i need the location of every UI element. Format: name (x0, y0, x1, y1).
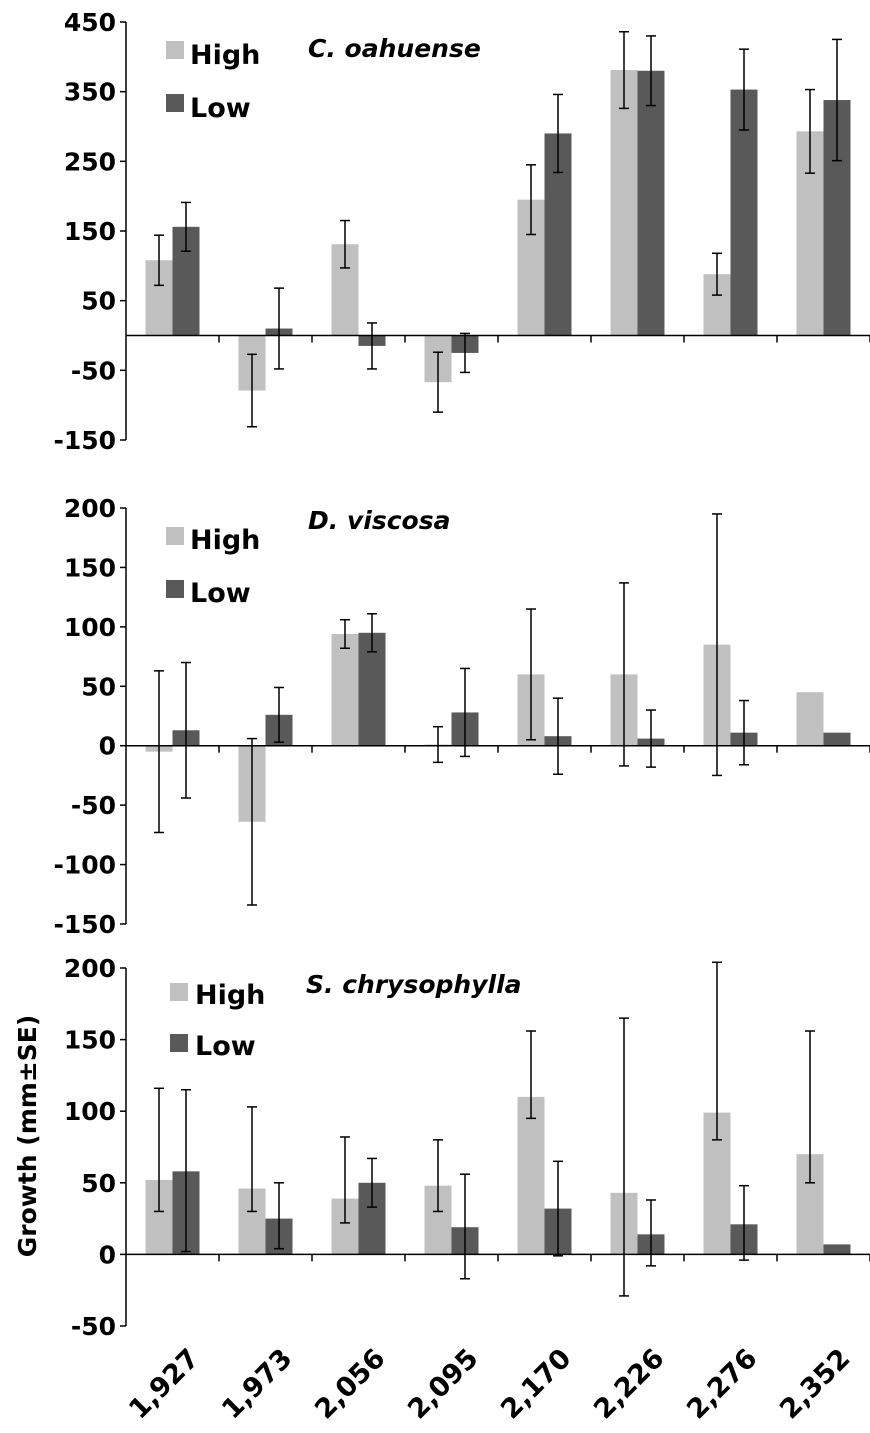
chart-panel-d-viscosa: D. viscosa High Low 200 150 100 50 0 -50 -100 -… (53, 494, 870, 939)
y-axis-label: Growth (mm±SE) (13, 1015, 42, 1258)
x-tick-label-2-056: 2,056 (309, 1343, 391, 1425)
legend-label-low: Low (195, 1031, 256, 1062)
panel-title-s-chrysophylla: S. chrysophylla (306, 970, 522, 999)
y-tick-label: 100 (64, 613, 116, 642)
x-tick-label-2-095: 2,095 (402, 1343, 484, 1425)
legend-label-high: High (190, 525, 260, 556)
y-tick-label: -100 (53, 851, 116, 880)
legend-swatch-low (166, 580, 184, 598)
x-tick-label-2-276: 2,276 (681, 1343, 763, 1425)
legend-label-high: High (195, 980, 265, 1011)
bar-low-2-226 (637, 70, 665, 336)
y-tick-label: 150 (64, 553, 116, 582)
y-tick-label: 200 (64, 494, 116, 523)
bar-high-2-056 (331, 633, 359, 746)
y-tick-label: 50 (81, 672, 116, 701)
bar-high-2-170 (517, 1096, 545, 1255)
panel-title-d-viscosa: D. viscosa (308, 506, 450, 535)
y-tick-label: 0 (99, 732, 116, 761)
bar-high-2-226 (610, 70, 638, 336)
legend-label-high: High (190, 40, 260, 71)
x-tick-label-2-352: 2,352 (774, 1343, 856, 1425)
x-tick-label-2-226: 2,226 (588, 1343, 670, 1425)
x-tick-label-2-170: 2,170 (495, 1343, 577, 1425)
y-tick-label: 0 (99, 1240, 116, 1269)
y-tick-label: -50 (71, 791, 116, 820)
y-tick-label: 200 (64, 954, 116, 983)
legend-label-low: Low (190, 578, 251, 609)
bar-low-2-352 (823, 732, 851, 746)
x-axis-tick-labels: 1,927 1,973 2,056 2,095 2,170 2,226 2,276 2,352 (123, 1343, 856, 1425)
y-tick-label: 250 (64, 147, 116, 176)
y-tick-label: 350 (64, 78, 116, 107)
legend-swatch-low (166, 94, 184, 112)
y-tick-label: -50 (71, 1312, 116, 1341)
legend-swatch-high (170, 983, 188, 1001)
y-tick-label: 50 (81, 287, 116, 316)
legend-swatch-high (166, 527, 184, 545)
panel-title-c-oahuense: C. oahuense (308, 34, 481, 63)
y-tick-label: 100 (64, 1097, 116, 1126)
x-tick-label-1-927: 1,927 (123, 1343, 205, 1425)
legend-label-low: Low (190, 93, 251, 124)
y-tick-label: -150 (53, 910, 116, 939)
y-tick-label: 50 (81, 1169, 116, 1198)
y-tick-label: 150 (64, 217, 116, 246)
legend-swatch-high (166, 41, 184, 59)
y-tick-label: 450 (64, 8, 116, 37)
chart-panel-c-oahuense: C. oahuense High Low 450 350 250 150 50 -50 -1… (53, 8, 870, 455)
x-tick-label-1-973: 1,973 (216, 1343, 298, 1425)
bar-low-2-352 (823, 1244, 851, 1255)
legend-swatch-low (170, 1034, 188, 1052)
chart-panel-s-chrysophylla: S. chrysophylla High Low Growth (mm±SE) … (13, 954, 870, 1341)
y-tick-label: 150 (64, 1026, 116, 1055)
y-tick-label: -50 (71, 356, 116, 385)
y-tick-label: -150 (53, 426, 116, 455)
bar-high-2-352 (796, 692, 824, 746)
